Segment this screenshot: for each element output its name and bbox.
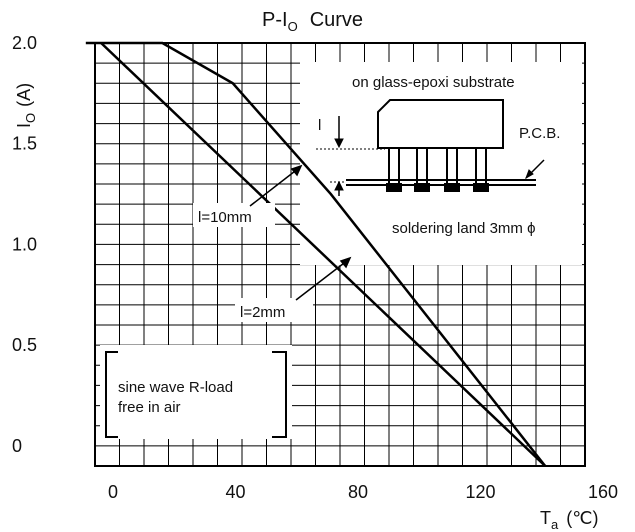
label-2mm-bg (235, 298, 313, 322)
x-tick-label: 0 (108, 482, 118, 502)
series-label-10mm: l=10mm (198, 209, 252, 226)
land-label: soldering land 3mm ϕ (392, 220, 535, 237)
y-axis-label: IO(A) (14, 83, 38, 128)
note-background (100, 345, 292, 439)
plot-frame (94, 42, 586, 467)
series-label-2mm: l=2mm (240, 304, 285, 321)
series-line-2mm (100, 42, 547, 467)
y-tick-label: 2.0 (12, 33, 37, 53)
component-drawing (316, 99, 545, 196)
x-tick-label: 120 (465, 482, 495, 502)
y-tick-label: 1.0 (12, 234, 37, 254)
pcb-label: P.C.B. (519, 125, 560, 142)
land-label-bg (378, 210, 583, 244)
note-line-2: free in air (118, 399, 181, 416)
chart-title: P-IO Curve (262, 9, 363, 34)
series-layer (85, 41, 547, 467)
note-line-1: sine wave R-load (118, 379, 233, 396)
dimension-label: l (318, 117, 321, 134)
x-tick-label: 160 (588, 482, 618, 502)
series-line-10mm (85, 41, 547, 467)
label-pointers (249, 164, 352, 301)
note-brackets (105, 351, 287, 438)
inset-title: on glass-epoxi substrate (352, 74, 515, 91)
y-tick-label: 1.5 (12, 134, 37, 154)
y-tick-label: 0.5 (12, 335, 37, 355)
x-tick-label: 80 (348, 482, 368, 502)
tick-labels: 2.0 1.5 1.0 0.5 0 0 40 80 120 160 (12, 33, 618, 502)
x-axis-label: Ta (℃) (540, 508, 598, 532)
x-tick-label: 40 (225, 482, 245, 502)
y-tick-label: 0 (12, 436, 22, 456)
label-10mm-bg (193, 203, 275, 227)
plot-border (94, 42, 586, 467)
